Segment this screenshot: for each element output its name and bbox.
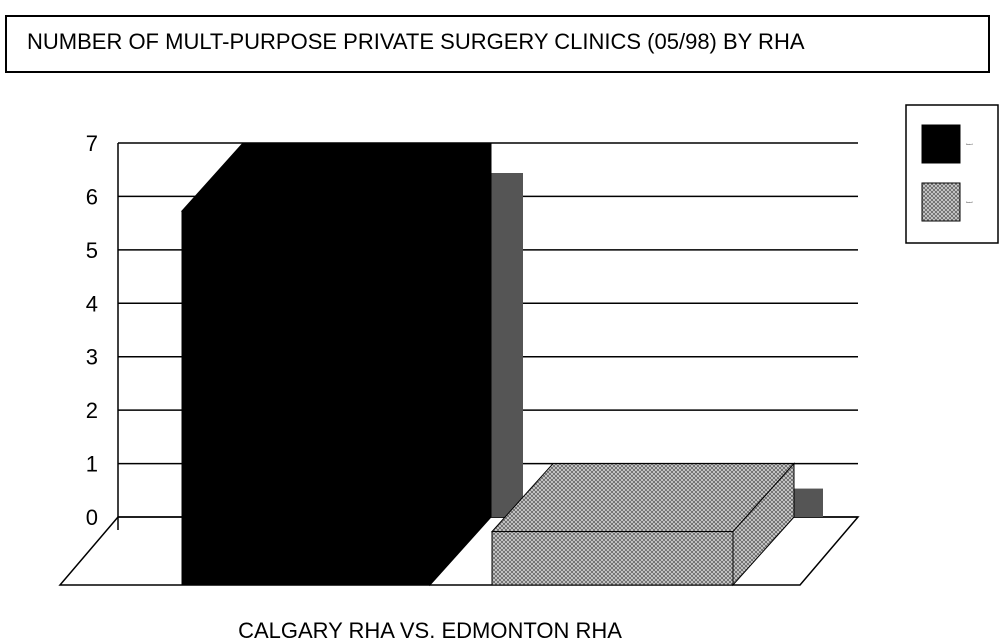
- x-axis-label: CALGARY RHA VS. EDMONTON RHA: [238, 618, 622, 641]
- chart-title: NUMBER OF MULT-PURPOSE PRIVATE SURGERY C…: [5, 15, 990, 73]
- bar-shadow: [794, 488, 823, 517]
- bar: [490, 462, 823, 587]
- y-tick-label: 4: [86, 291, 98, 316]
- y-tick-label: 6: [86, 184, 98, 209]
- legend-swatch: [921, 124, 961, 164]
- y-tick-label: 2: [86, 398, 98, 423]
- bar: [180, 143, 523, 587]
- y-tick-label: 7: [86, 131, 98, 156]
- y-tick-label: 0: [86, 505, 98, 530]
- bar-side: [429, 143, 492, 587]
- legend-swatch: [921, 182, 961, 222]
- bar-shadow: [491, 173, 523, 517]
- y-tick-label: 3: [86, 345, 98, 370]
- y-tick-label: 5: [86, 238, 98, 263]
- legend-label: Series1: [966, 144, 974, 146]
- bar-front: [181, 210, 431, 586]
- y-tick-label: 1: [86, 452, 98, 477]
- legend-label: Series2: [966, 202, 974, 204]
- bar-front: [491, 531, 734, 586]
